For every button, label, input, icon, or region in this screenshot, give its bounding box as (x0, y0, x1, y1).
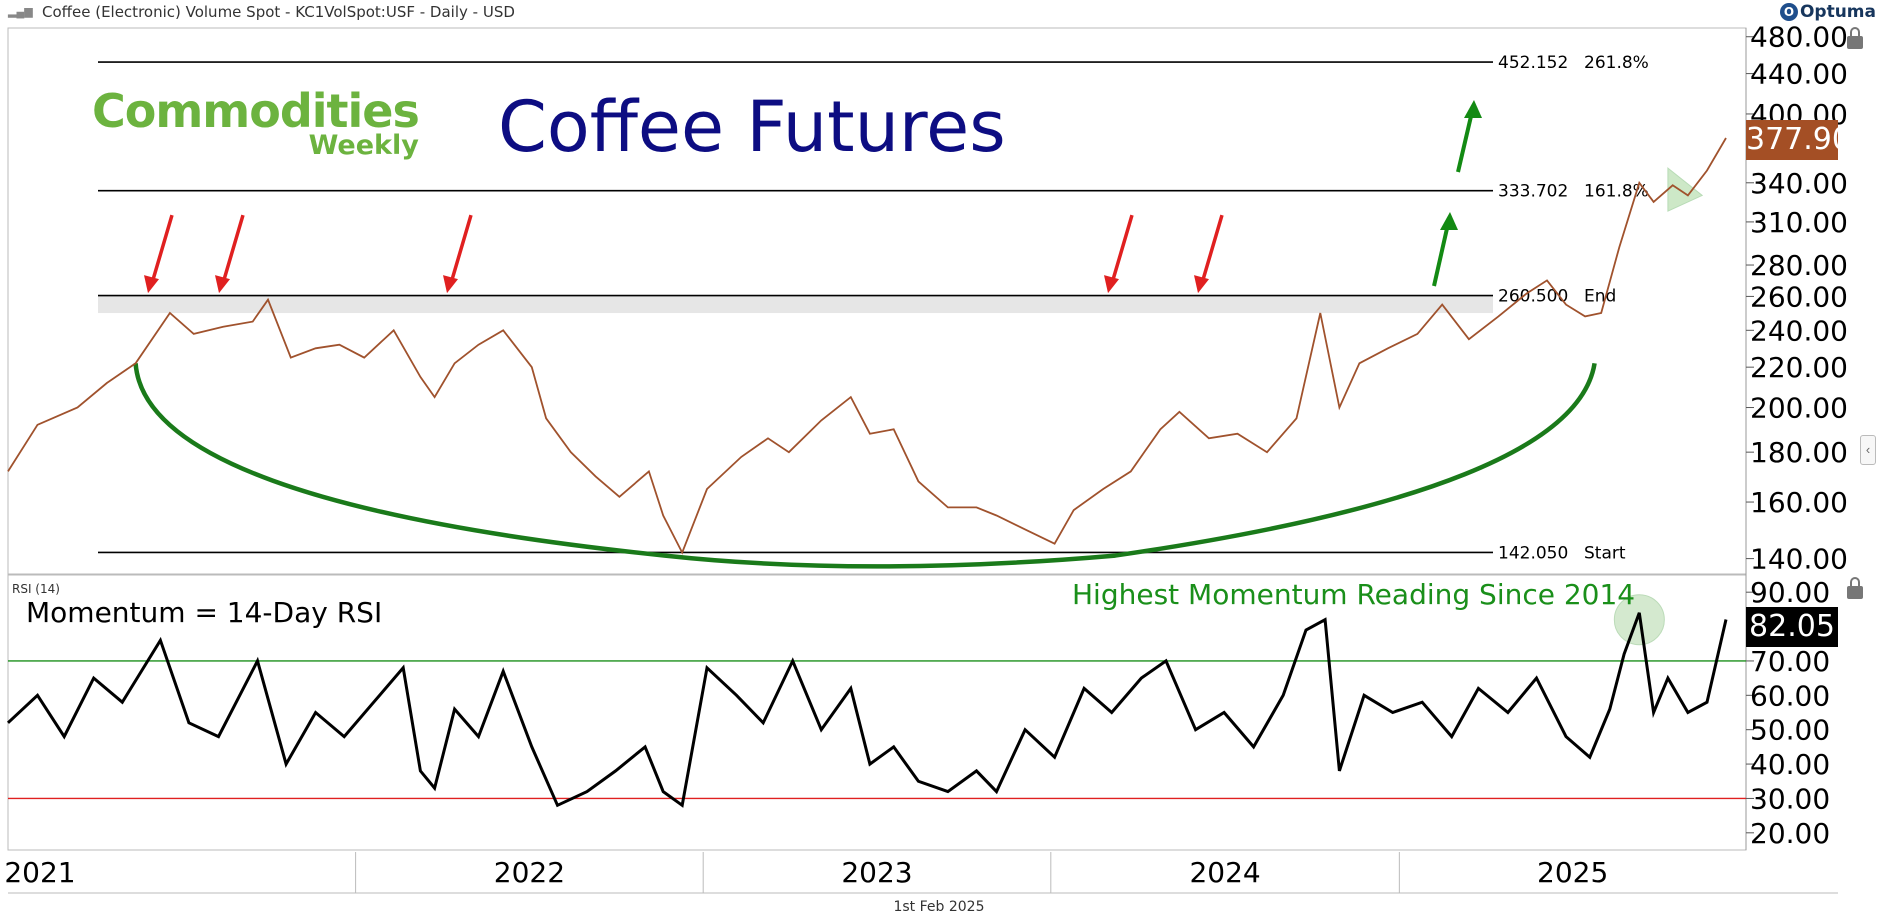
cup-curve (133, 362, 1597, 569)
red-arrow (1200, 214, 1224, 284)
rsi-tick-label: 40.00 (1750, 748, 1830, 781)
x-axis-year-label: 2021 (4, 856, 75, 889)
red-arrow (150, 214, 174, 284)
rsi-series-line (6, 612, 1728, 808)
rsi-tick-label: 20.00 (1750, 817, 1830, 850)
red-arrow-head (1104, 275, 1119, 294)
optuma-logo: O Optuma (1779, 2, 1876, 22)
red-arrow-head (144, 275, 159, 294)
price-series-line (7, 137, 1727, 555)
red-arrow-head (443, 275, 458, 294)
fib-level-label: Start (1584, 543, 1626, 563)
price-tick-label: 180.00 (1750, 436, 1848, 469)
price-tick-label: 140.00 (1750, 543, 1848, 576)
x-axis-year-label: 2024 (1189, 856, 1260, 889)
fib-level-label: End (1584, 287, 1616, 307)
chart-thumbnail-icon: ▂▄▆ (8, 6, 33, 18)
red-arrow-head (1194, 275, 1209, 294)
collapse-panel-icon[interactable]: ‹ (1860, 435, 1876, 465)
price-tick-label: 200.00 (1750, 392, 1848, 425)
rsi-panel-tag: RSI (14) (12, 582, 60, 596)
optuma-logo-icon: O (1779, 3, 1798, 21)
rsi-tick-label: 50.00 (1750, 714, 1830, 747)
momentum-label: Momentum = 14-Day RSI (26, 596, 383, 629)
x-axis-year-label: 2023 (841, 856, 912, 889)
red-arrow (1110, 214, 1134, 284)
x-axis-year-label: 2022 (494, 856, 565, 889)
fib-level-label: 261.8% (1584, 53, 1649, 73)
last-price-badge: 377.90 (1746, 120, 1851, 160)
last-rsi-badge: 82.05 (1746, 607, 1838, 647)
red-arrow (221, 214, 245, 284)
commodities-weekly-logo: Commodities Weekly (92, 84, 420, 161)
red-arrow (449, 214, 473, 284)
price-tick-label: 340.00 (1750, 167, 1848, 200)
rsi-tick-label: 90.00 (1750, 576, 1830, 609)
price-tick-label: 280.00 (1750, 249, 1848, 282)
price-tick-label: 240.00 (1750, 314, 1848, 347)
lock-icon[interactable] (1846, 577, 1864, 599)
fib-level-value: 333.702 (1498, 182, 1568, 202)
pennant-triangle (1667, 167, 1704, 212)
green-arrow-head (1440, 212, 1458, 230)
highest-momentum-label: Highest Momentum Reading Since 2014 (1072, 578, 1636, 611)
brand-label: Optuma (1799, 2, 1876, 22)
price-tick-label: 260.00 (1750, 280, 1848, 313)
red-arrow-head (215, 275, 230, 294)
green-arrow (1432, 223, 1450, 287)
logo-main-text: Commodities (92, 84, 420, 138)
rsi-tick-label: 60.00 (1750, 679, 1830, 712)
price-tick-label: 220.00 (1750, 351, 1848, 384)
rsi-tick-label: 30.00 (1750, 782, 1830, 815)
chart-header: ▂▄▆ Coffee (Electronic) Volume Spot - KC… (0, 0, 1878, 24)
fib-level-label: 161.8% (1584, 182, 1649, 202)
price-tick-label: 310.00 (1750, 206, 1848, 239)
fib-level-value: 142.050 (1498, 543, 1568, 563)
price-tick-label: 440.00 (1750, 58, 1848, 91)
chart-main-title: Coffee Futures (498, 86, 1006, 168)
green-arrow (1456, 111, 1474, 173)
price-tick-label: 480.00 (1750, 21, 1848, 54)
logo-sub-text: Weekly (308, 130, 419, 161)
lock-icon[interactable] (1846, 27, 1864, 49)
rsi-tick-label: 70.00 (1750, 645, 1830, 678)
x-axis-year-label: 2025 (1537, 856, 1608, 889)
price-tick-label: 160.00 (1750, 486, 1848, 519)
chart-title: Coffee (Electronic) Volume Spot - KC1Vol… (42, 3, 515, 21)
footer-date: 1st Feb 2025 (893, 899, 985, 915)
fib-level-value: 452.152 (1498, 53, 1568, 73)
resistance-zone (98, 295, 1493, 314)
green-arrow-head (1464, 100, 1482, 118)
